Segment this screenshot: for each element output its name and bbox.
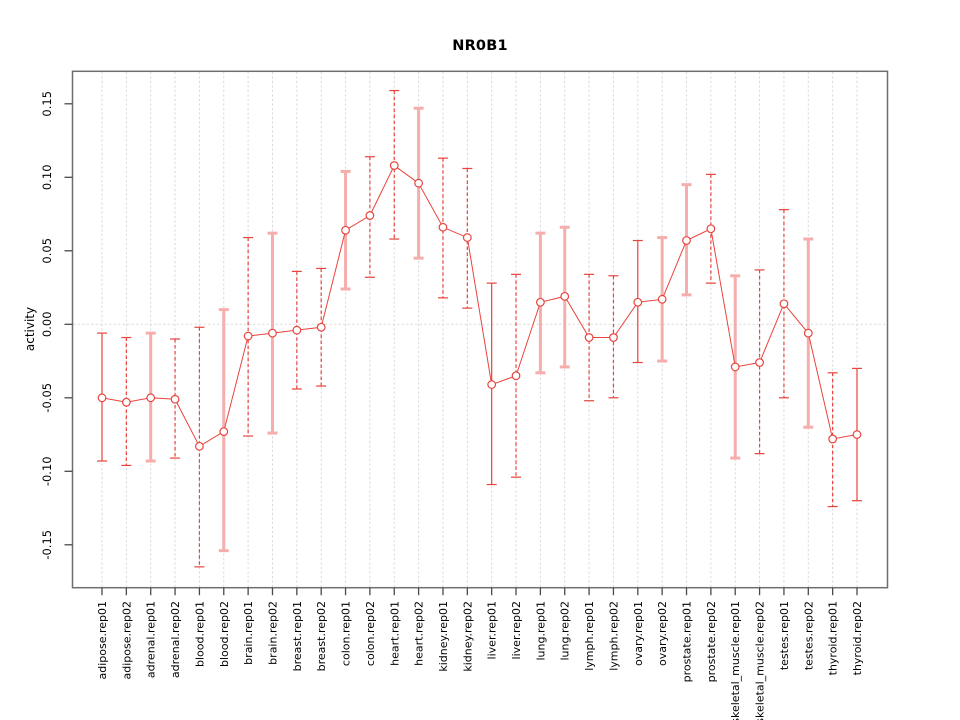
- plot-border: [71, 70, 889, 589]
- data-point-circle: [438, 222, 448, 232]
- data-point-circle: [292, 325, 302, 335]
- data-point-circle: [852, 430, 862, 439]
- x-tick-label: adipose.rep01: [96, 601, 109, 680]
- x-tick-label: breast.rep01: [291, 601, 304, 671]
- data-point-circle: [316, 322, 326, 332]
- x-tick-label: colon.rep02: [364, 601, 377, 666]
- data-point-circle: [560, 291, 570, 301]
- x-tick-label: adrenal.rep01: [145, 601, 158, 678]
- x-tick-label: liver.rep01: [486, 601, 499, 659]
- y-tick-label: 0.05: [40, 238, 54, 264]
- x-tick-label: brain.rep02: [266, 601, 279, 665]
- y-tick-label: 0.10: [40, 164, 54, 190]
- data-point-circle: [535, 297, 545, 307]
- data-point-circle: [706, 224, 716, 234]
- x-tick-label: blood.rep01: [193, 601, 206, 667]
- y-tick-label: 0.00: [40, 311, 54, 337]
- data-point-circle: [584, 333, 594, 342]
- data-point-circle: [462, 233, 472, 242]
- y-tick-label: -0.05: [40, 383, 54, 413]
- data-point-circle: [341, 225, 350, 235]
- data-point-circle: [633, 297, 643, 307]
- data-point-circle: [657, 294, 667, 304]
- data-point-circle: [365, 211, 375, 220]
- x-tick-label: liver.rep02: [510, 601, 523, 659]
- x-tick-label: lymph.rep02: [607, 601, 620, 671]
- data-point-circle: [487, 380, 497, 389]
- data-point-circle: [121, 397, 131, 407]
- y-tick-label: -0.10: [40, 456, 54, 486]
- data-point-circle: [609, 333, 618, 342]
- x-tick-label: adrenal.rep02: [169, 601, 182, 678]
- data-point-circle: [268, 328, 277, 338]
- x-tick-label: breast.rep02: [315, 601, 328, 671]
- x-tick-label: kidney.rep02: [461, 601, 474, 672]
- x-tick-label: heart.rep01: [388, 601, 401, 666]
- data-point-circle: [803, 328, 813, 338]
- y-tick-label: 0.15: [40, 91, 54, 117]
- data-point-circle: [511, 371, 521, 381]
- data-point-circle: [170, 394, 180, 404]
- x-tick-label: adipose.rep02: [120, 601, 133, 680]
- x-tick-label: heart.rep02: [413, 601, 426, 666]
- data-point-circle: [828, 434, 838, 444]
- x-tick-label: testes.rep02: [802, 601, 815, 670]
- data-point-circle: [195, 441, 204, 451]
- x-tick-label: testes.rep01: [778, 601, 791, 670]
- y-tick-label: -0.15: [40, 530, 54, 560]
- x-tick-label: prostate.rep01: [681, 601, 694, 682]
- x-tick-label: lymph.rep01: [583, 601, 596, 671]
- chart-title: NR0B1: [452, 38, 508, 54]
- x-tick-label: prostate.rep02: [705, 601, 718, 682]
- data-point-circle: [97, 393, 107, 403]
- data-point-circle: [730, 362, 740, 372]
- x-tick-label: skeletal_muscle.rep01: [729, 601, 742, 720]
- x-tick-label: skeletal_muscle.rep02: [754, 601, 767, 720]
- x-tick-label: ovary.rep02: [656, 601, 669, 666]
- data-point-circle: [779, 299, 789, 309]
- x-tick-label: ovary.rep01: [632, 601, 645, 666]
- x-tick-label: lung.rep02: [559, 601, 572, 661]
- x-tick-label: lung.rep01: [534, 601, 547, 661]
- data-point-circle: [219, 427, 229, 437]
- series-line: [101, 164, 858, 448]
- x-tick-label: blood.rep02: [218, 601, 231, 667]
- data-point-circle: [414, 178, 424, 188]
- x-tick-label: colon.rep01: [340, 601, 353, 666]
- data-point-circle: [243, 331, 253, 341]
- x-tick-label: thyroid.rep02: [851, 601, 864, 675]
- x-tick-label: kidney.rep01: [437, 601, 450, 672]
- x-tick-label: brain.rep01: [242, 601, 255, 665]
- data-point-circle: [755, 358, 764, 367]
- data-point-circle: [389, 161, 399, 170]
- x-tick-label: thyroid.rep01: [827, 601, 840, 675]
- data-point-circle: [146, 393, 156, 403]
- data-point-circle: [682, 236, 691, 245]
